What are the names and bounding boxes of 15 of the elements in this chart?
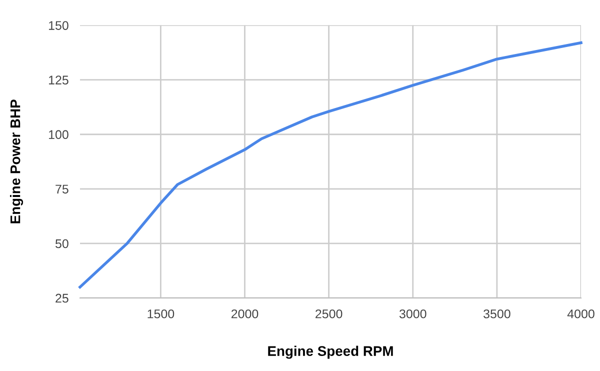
x-tick-label: 1500 xyxy=(148,309,174,318)
y-tick-label: 100 xyxy=(48,130,68,140)
y-tick-label: 25 xyxy=(56,294,68,303)
x-axis-title: Engine Speed RPM xyxy=(268,346,393,359)
x-tick-label: 3500 xyxy=(484,309,510,318)
y-axis-title: Engine Power BHP xyxy=(10,100,24,224)
y-tick-label: 75 xyxy=(56,184,68,194)
x-tick-label: 3000 xyxy=(399,309,426,318)
x-tick-label: 4000 xyxy=(567,309,594,318)
line-series xyxy=(78,41,582,288)
x-tick-label: 2500 xyxy=(316,309,342,318)
x-tick-label: 2000 xyxy=(231,309,258,318)
y-tick-label: 150 xyxy=(48,21,68,30)
y-tick-label: 125 xyxy=(48,76,68,84)
y-tick-label: 50 xyxy=(55,239,68,248)
